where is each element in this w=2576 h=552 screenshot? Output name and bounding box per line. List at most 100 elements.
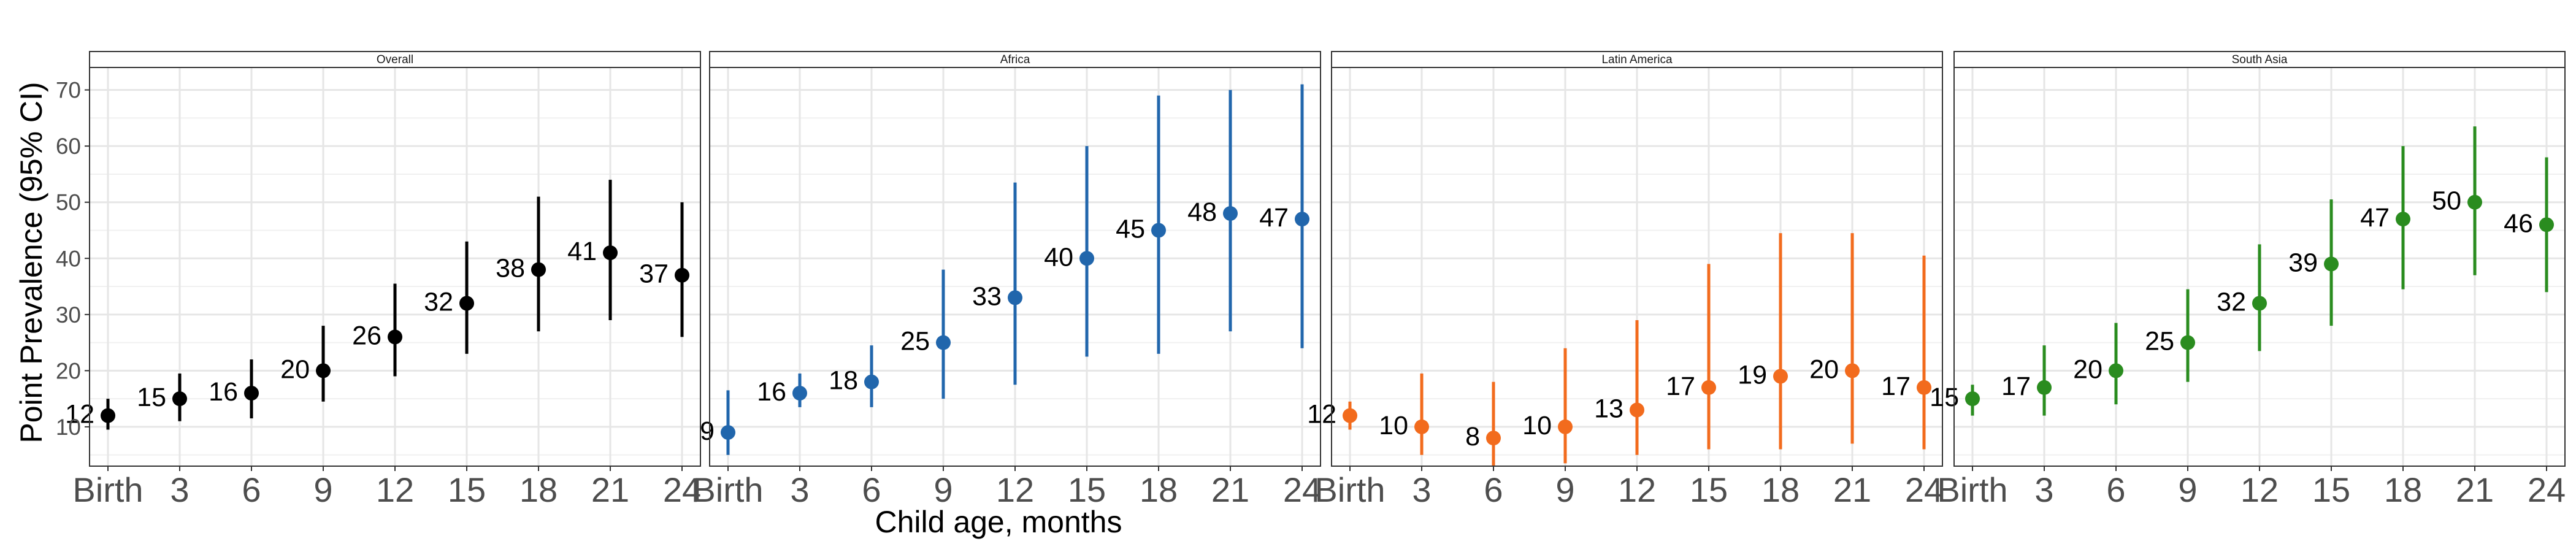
- data-point: [1773, 369, 1788, 384]
- strip-border: [1953, 51, 2566, 68]
- data-label: 17: [1666, 372, 1695, 401]
- panel-africa: Africa 9 16 18 25 33 40 45 48 47 Birth 3 6 9 12 15 18 21 2…: [692, 51, 1321, 509]
- x-tick-label: 15: [448, 470, 486, 509]
- data-point: [864, 374, 879, 389]
- data-label: 19: [1738, 361, 1767, 390]
- data-label: 18: [829, 366, 858, 396]
- panel-title: South Asia: [2232, 53, 2288, 66]
- data-label: 47: [1259, 203, 1289, 232]
- data-label: 20: [2073, 355, 2103, 384]
- x-tick-label: 24: [663, 470, 701, 509]
- y-tick-label: 60: [56, 134, 81, 159]
- x-axis-title: Child age, months: [875, 505, 1122, 539]
- strip-border: [1331, 51, 1943, 68]
- data-point: [2467, 194, 2482, 210]
- data-point: [2037, 380, 2052, 395]
- data-point: [1008, 290, 1022, 305]
- y-tick-label: 70: [56, 78, 81, 103]
- x-tick-label: 15: [2312, 470, 2350, 509]
- data-point: [1079, 251, 1094, 266]
- data-label: 16: [209, 377, 238, 407]
- y-tick-label: 20: [56, 358, 81, 383]
- data-point: [2109, 363, 2123, 378]
- x-tick-label: 3: [1412, 470, 1431, 509]
- data-point: [792, 385, 807, 401]
- data-point: [1630, 402, 1644, 418]
- data-label: 41: [567, 237, 597, 266]
- data-point: [1223, 206, 1238, 221]
- data-label: 10: [1379, 411, 1408, 440]
- x-tick-label: 21: [2456, 470, 2494, 509]
- data-point: [936, 335, 951, 350]
- data-point: [1701, 380, 1716, 395]
- x-tick-label: Birth: [1314, 470, 1385, 509]
- data-label: 9: [700, 416, 715, 446]
- data-point: [675, 267, 689, 283]
- y-axis-title: Point Prevalence (95% CI): [14, 82, 48, 443]
- data-point: [2324, 256, 2339, 272]
- x-tick-label: 12: [376, 470, 414, 509]
- x-tick-label: 18: [1761, 470, 1800, 509]
- data-label: 25: [2145, 327, 2174, 356]
- data-point: [603, 245, 618, 261]
- data-label: 47: [2360, 203, 2390, 232]
- data-label: 13: [1594, 394, 1623, 423]
- x-tick-label: 6: [862, 470, 881, 509]
- strip-background: [1954, 52, 2565, 67]
- x-tick-label: 12: [996, 470, 1034, 509]
- strip-background: [90, 52, 700, 67]
- data-point: [1414, 419, 1429, 434]
- x-tick-label: Birth: [1937, 470, 2007, 509]
- data-point: [459, 296, 474, 311]
- x-tick-label: 9: [2178, 470, 2197, 509]
- x-tick-label: 18: [1140, 470, 1178, 509]
- data-point: [388, 329, 402, 345]
- data-point: [101, 408, 115, 423]
- data-label: 46: [2504, 209, 2533, 238]
- data-label: 39: [2288, 248, 2318, 277]
- strip-border: [89, 51, 701, 68]
- x-tick-label: Birth: [72, 470, 143, 509]
- data-label: 48: [1187, 197, 1217, 227]
- x-tick-label: 3: [790, 470, 809, 509]
- data-label: 33: [972, 282, 1002, 311]
- x-tick-label: 9: [313, 470, 332, 509]
- data-label: 8: [1465, 422, 1480, 451]
- panel-title: Africa: [1000, 53, 1030, 66]
- x-tick-label: 24: [2528, 470, 2566, 509]
- data-point: [2252, 296, 2267, 311]
- x-tick-label: 18: [519, 470, 558, 509]
- data-point: [1558, 419, 1573, 434]
- data-point: [2539, 217, 2554, 232]
- x-tick-label: 15: [1690, 470, 1728, 509]
- x-tick-label: 24: [1283, 470, 1321, 509]
- data-point: [244, 385, 259, 401]
- data-point: [531, 262, 546, 277]
- data-label: 32: [2217, 288, 2246, 317]
- data-point: [721, 425, 735, 440]
- data-point: [1965, 391, 1980, 407]
- y-tick-label: 10: [56, 415, 81, 440]
- y-tick-label: 50: [56, 190, 81, 215]
- data-label: 15: [137, 383, 166, 412]
- data-label: 26: [352, 321, 381, 350]
- data-label: 50: [2432, 186, 2461, 216]
- data-point: [1845, 363, 1860, 378]
- data-label: 25: [900, 327, 930, 356]
- data-label: 20: [280, 355, 310, 384]
- x-tick-label: 21: [591, 470, 629, 509]
- data-label: 40: [1044, 242, 1073, 272]
- x-tick-label: 18: [2384, 470, 2422, 509]
- panel-title: Overall: [377, 53, 413, 66]
- x-tick-label: Birth: [692, 470, 763, 509]
- data-label: 37: [639, 259, 669, 289]
- x-tick-label: 3: [170, 470, 189, 509]
- data-point: [316, 363, 331, 378]
- x-tick-label: 21: [1211, 470, 1249, 509]
- data-label: 20: [1809, 355, 1839, 384]
